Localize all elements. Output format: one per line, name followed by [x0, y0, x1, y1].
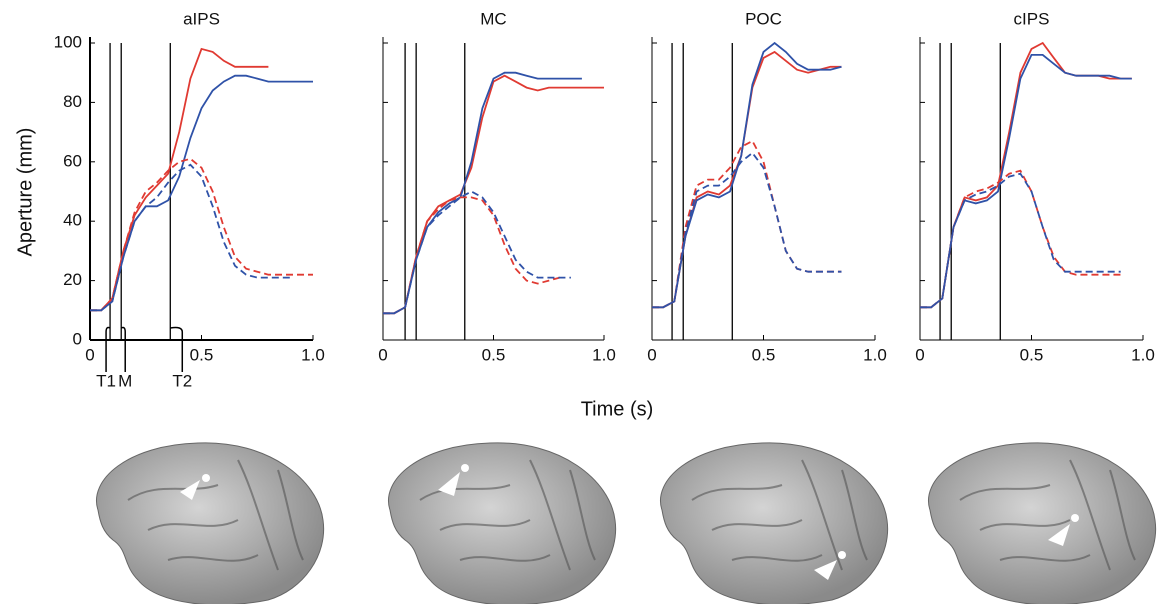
x-tick-label: 1.0: [592, 345, 616, 364]
x-axis-label: Time (s): [581, 398, 654, 420]
dashed-line: [383, 197, 560, 313]
x-tick-label: 0: [915, 345, 924, 364]
x-tick-label: 1.0: [1131, 345, 1155, 364]
dashed-line: [383, 192, 571, 314]
dashed-line: [652, 141, 842, 307]
dashed-line: [920, 174, 1121, 308]
y-tick-label: 80: [63, 92, 82, 111]
chart-title: aIPS: [183, 9, 220, 28]
y-tick-label: 100: [54, 32, 82, 51]
chart-title: MC: [480, 9, 506, 28]
event-arrow: [170, 328, 182, 373]
x-tick-label: 0.5: [1020, 345, 1044, 364]
figure: aIPS 0 20 40 60 80 100 0 0.5 1.0 T1M T2 MC 0 0.5 1.0 POC…: [0, 0, 1173, 604]
x-tick-label: 1.0: [863, 345, 887, 364]
brain-image: [660, 443, 887, 604]
y-axis-label: Aperture (mm): [14, 128, 36, 257]
dashed-line: [90, 165, 291, 310]
y-tick-label: 20: [63, 270, 82, 289]
x-tick-label: 0.5: [482, 345, 506, 364]
x-tick-label: 0.5: [190, 345, 214, 364]
dashed-line: [652, 153, 842, 307]
event-label: M: [118, 371, 132, 390]
dashed-line: [90, 159, 313, 310]
x-tick-label: 1.0: [301, 345, 325, 364]
x-tick-label: 0: [378, 345, 387, 364]
chart-title: POC: [745, 9, 782, 28]
brain-image: [96, 443, 323, 604]
brain-images: [96, 443, 1155, 604]
chart-title: cIPS: [1014, 9, 1050, 28]
dashed-line: [920, 171, 1121, 308]
y-tick-label: 40: [63, 211, 82, 230]
brain-image: [388, 443, 615, 604]
y-tick-label: 0: [73, 329, 82, 348]
x-tick-label: 0: [647, 345, 656, 364]
x-tick-label: 0: [85, 345, 94, 364]
event-label: T2: [172, 371, 192, 390]
y-tick-label: 60: [63, 151, 82, 170]
event-label: T1: [96, 371, 116, 390]
brain-image: [928, 443, 1155, 604]
x-tick-label: 0.5: [752, 345, 776, 364]
